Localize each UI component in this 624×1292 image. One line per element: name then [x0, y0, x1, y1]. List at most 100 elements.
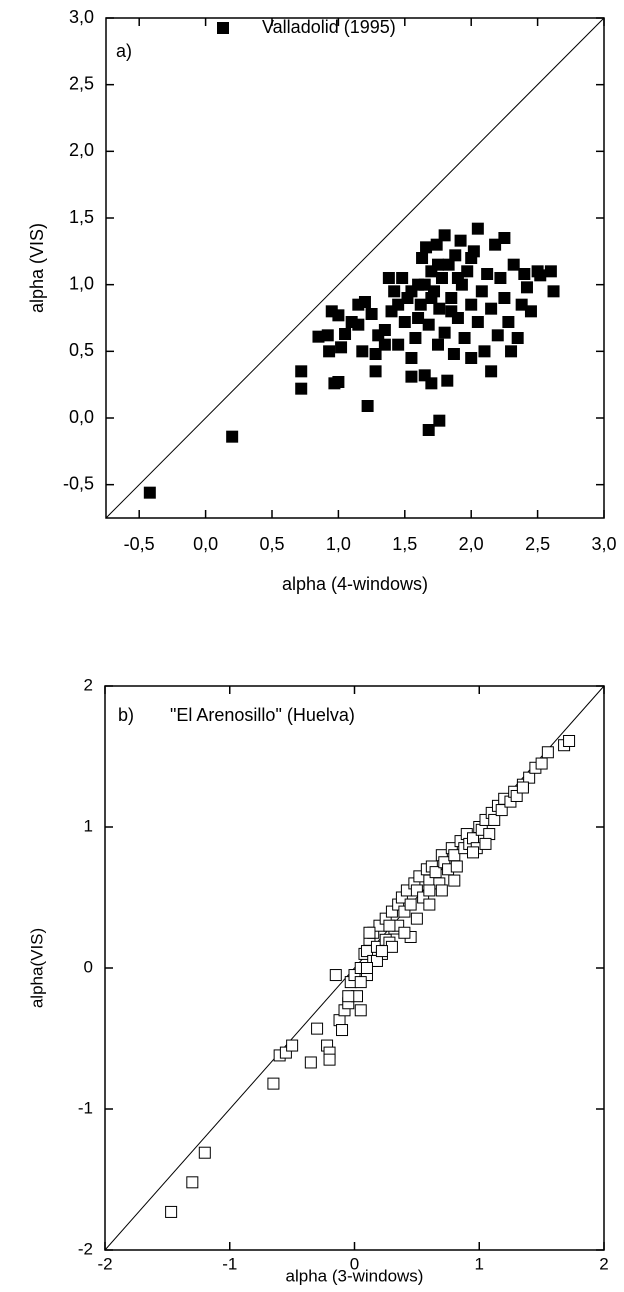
data-point [547, 285, 560, 298]
y-tick-label: -0,5 [63, 473, 94, 493]
y-tick-label: 2 [84, 675, 93, 694]
y-tick-label: 1 [84, 816, 93, 835]
data-point [489, 238, 502, 251]
annotation: b) [118, 705, 134, 725]
data-point [523, 771, 536, 784]
x-tick-label: 0,0 [193, 534, 218, 554]
data-point [534, 269, 547, 282]
data-point [498, 232, 511, 244]
data-point [438, 229, 451, 242]
data-point [332, 309, 345, 322]
data-point [458, 332, 471, 344]
data-point [352, 318, 365, 331]
data-point [279, 1046, 292, 1059]
x-tick-label: -0,5 [124, 534, 155, 554]
data-point [541, 746, 554, 759]
y-tick-label: 2,5 [69, 73, 94, 93]
data-point [423, 884, 436, 897]
data-point [410, 884, 423, 897]
data-point [520, 281, 533, 294]
x-tick-label: -1 [222, 1254, 237, 1273]
data-point [354, 976, 367, 989]
data-point [433, 302, 446, 315]
y-tick-label: 0 [84, 957, 93, 976]
x-tick-label: 2,0 [459, 534, 484, 554]
data-point [378, 324, 391, 336]
data-point [295, 382, 308, 395]
data-point [518, 268, 531, 280]
data-point [198, 1146, 211, 1159]
data-point [418, 369, 431, 382]
data-point [479, 837, 492, 850]
data-point [360, 962, 373, 974]
data-point [465, 298, 478, 311]
data-point [516, 781, 529, 794]
data-point [563, 734, 576, 747]
data-point [429, 866, 442, 879]
data-point [267, 1077, 280, 1090]
data-point [451, 312, 464, 324]
data-point [481, 268, 494, 280]
data-point [450, 860, 463, 873]
data-point [333, 1014, 346, 1027]
data-point [423, 898, 436, 911]
data-point [323, 345, 336, 358]
annotation: "El Arenosillo" (Huelva) [170, 705, 355, 725]
data-point [485, 365, 498, 378]
data-point [382, 272, 395, 284]
data-point [445, 305, 458, 318]
data-point [445, 292, 458, 304]
data-point [475, 285, 488, 298]
data-point [507, 258, 520, 271]
data-point [405, 370, 418, 383]
data-point [361, 400, 374, 412]
data-point [348, 969, 361, 982]
data-point [342, 990, 355, 1003]
data-point [465, 352, 478, 364]
data-point [494, 272, 507, 284]
data-point [435, 272, 448, 284]
data-point [485, 302, 498, 315]
x-tick-label: 0 [350, 1254, 359, 1273]
data-point [321, 329, 334, 342]
x-tick-label: 3,0 [591, 534, 616, 554]
data-point [524, 305, 537, 318]
data-point [454, 234, 467, 247]
data-point [449, 249, 462, 262]
data-point [405, 352, 418, 364]
data-point [511, 332, 524, 344]
data-point [422, 318, 435, 331]
data-point [535, 757, 548, 770]
y-tick-label: -2 [78, 1239, 93, 1258]
data-point [432, 338, 444, 351]
x-tick-label: 1,5 [392, 534, 417, 554]
data-point [425, 377, 438, 390]
data-point [360, 945, 373, 958]
data-point [339, 328, 352, 340]
data-point [441, 374, 454, 387]
data-point [420, 241, 433, 254]
data-point [505, 345, 518, 358]
data-point [363, 926, 376, 939]
data-point [378, 338, 391, 351]
data-point [385, 305, 398, 318]
data-point [304, 1056, 317, 1069]
data-point [354, 1004, 367, 1017]
data-point [467, 846, 480, 859]
data-point [433, 414, 446, 427]
plot-frame [105, 17, 605, 519]
data-point [416, 252, 429, 264]
data-point [422, 424, 435, 436]
data-point [418, 278, 431, 291]
data-point [392, 338, 405, 351]
data-point [398, 926, 411, 939]
data-point [438, 326, 451, 339]
data-point [226, 430, 239, 443]
data-point [483, 828, 496, 841]
data-point [356, 345, 369, 358]
data-point [447, 348, 460, 360]
data-point [409, 332, 422, 344]
data-point [398, 316, 411, 328]
data-point [392, 298, 405, 311]
y-tick-label: 2,0 [69, 140, 94, 160]
